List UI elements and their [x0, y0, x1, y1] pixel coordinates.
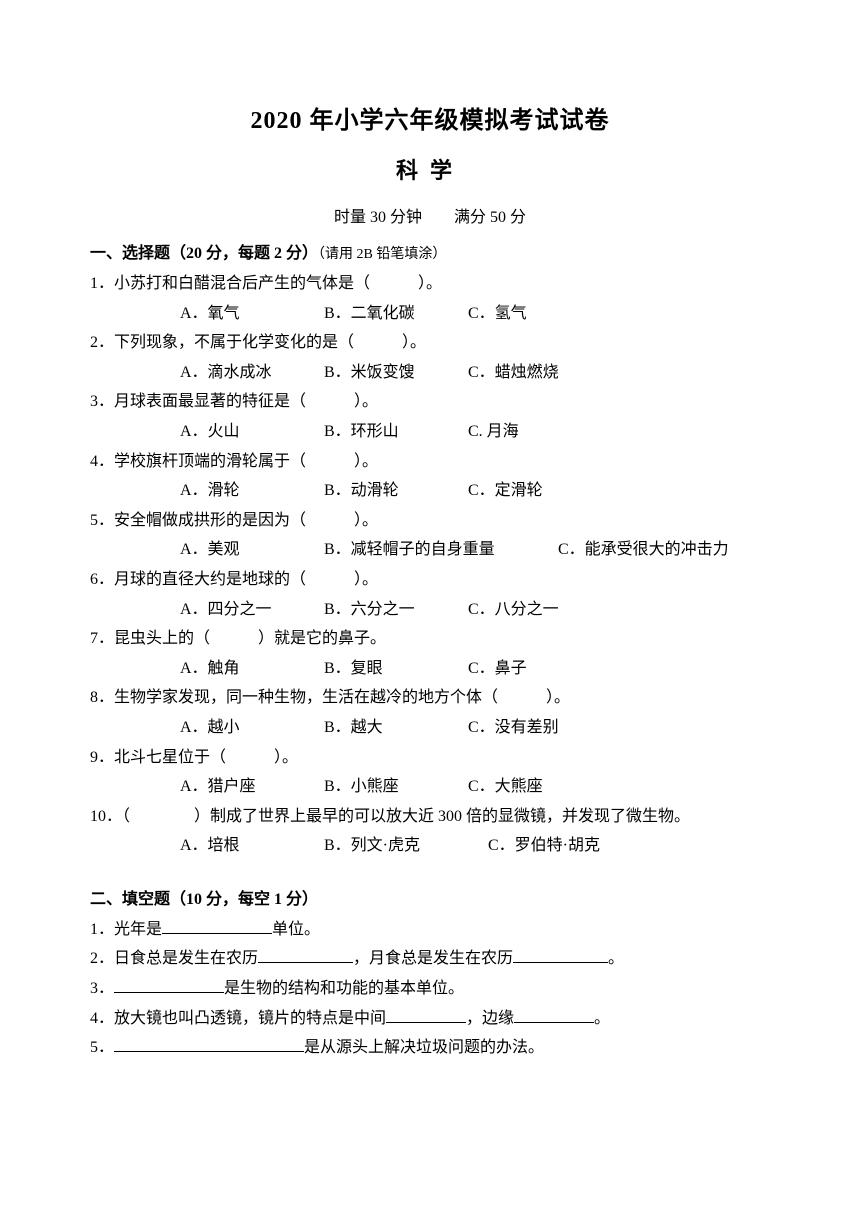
- q2-opt-b[interactable]: B．米饭变馊: [324, 358, 464, 388]
- q10-text: 10．（ ）制成了世界上最早的可以放大近 300 倍的显微镜，并发现了微生物。: [90, 802, 770, 832]
- fill-q5-blank[interactable]: [114, 1035, 304, 1052]
- fill-q3: 3． 是生物的结构和功能的基本单位。: [90, 974, 770, 1004]
- q4-opt-b[interactable]: B．动滑轮: [324, 476, 464, 506]
- fill-q2-post: 。: [608, 950, 624, 967]
- section1-header-hint: （请用 2B 铅笔填涂）: [318, 247, 446, 262]
- q5-text: 5．安全帽做成拱形的是因为（ ）。: [90, 506, 770, 536]
- q6-options: A．四分之一 B．六分之一 C．八分之一: [90, 595, 770, 625]
- section1-header-bold: 一、选择题（20 分，每题 2 分）: [90, 245, 318, 262]
- fill-q1-blank[interactable]: [162, 917, 272, 934]
- q10-opt-b[interactable]: B．列文·虎克: [324, 831, 484, 861]
- section-gap: [90, 861, 770, 879]
- q8-opt-b[interactable]: B．越大: [324, 713, 464, 743]
- q1-opt-a[interactable]: A．氧气: [180, 299, 320, 329]
- fill-q3-pre: 3．: [90, 980, 114, 997]
- section1-header: 一、选择题（20 分，每题 2 分）（请用 2B 铅笔填涂）: [90, 239, 770, 263]
- q7-opt-b[interactable]: B．复眼: [324, 654, 464, 684]
- fill-q1: 1．光年是 单位。: [90, 915, 770, 945]
- fill-q4: 4．放大镜也叫凸透镜，镜片的特点是中间 ，边缘 。: [90, 1004, 770, 1034]
- q3-opt-c[interactable]: C. 月海: [468, 417, 519, 447]
- q5-opt-c[interactable]: C．能承受很大的冲击力: [558, 535, 729, 565]
- fill-q4-blank2[interactable]: [514, 1006, 594, 1023]
- q7-text: 7．昆虫头上的（ ）就是它的鼻子。: [90, 624, 770, 654]
- q9-opt-b[interactable]: B．小熊座: [324, 772, 464, 802]
- q9-opt-a[interactable]: A．猎户座: [180, 772, 320, 802]
- fill-q3-post: 是生物的结构和功能的基本单位。: [224, 980, 464, 997]
- q2-options: A．滴水成冰 B．米饭变馊 C．蜡烛燃烧: [90, 358, 770, 388]
- q2-opt-a[interactable]: A．滴水成冰: [180, 358, 320, 388]
- fill-q4-mid: ，边缘: [466, 1010, 514, 1027]
- q7-opt-a[interactable]: A．触角: [180, 654, 320, 684]
- q6-opt-c[interactable]: C．八分之一: [468, 595, 559, 625]
- q4-opt-a[interactable]: A．滑轮: [180, 476, 320, 506]
- q9-opt-c[interactable]: C．大熊座: [468, 772, 543, 802]
- section2-header-bold: 二、填空题（10 分，每空 1 分）: [90, 891, 318, 908]
- fill-q5: 5． 是从源头上解决垃圾问题的办法。: [90, 1033, 770, 1063]
- q5-opt-a[interactable]: A．美观: [180, 535, 320, 565]
- q4-opt-c[interactable]: C．定滑轮: [468, 476, 543, 506]
- q3-opt-a[interactable]: A．火山: [180, 417, 320, 447]
- q10-opt-a[interactable]: A．培根: [180, 831, 320, 861]
- q8-opt-c[interactable]: C．没有差别: [468, 713, 559, 743]
- fill-q2-pre: 2．日食总是发生在农历: [90, 950, 258, 967]
- q4-text: 4．学校旗杆顶端的滑轮属于（ ）。: [90, 447, 770, 477]
- q1-opt-b[interactable]: B．二氧化碳: [324, 299, 464, 329]
- q8-opt-a[interactable]: A．越小: [180, 713, 320, 743]
- q3-text: 3．月球表面最显著的特征是（ ）。: [90, 387, 770, 417]
- q3-opt-b[interactable]: B．环形山: [324, 417, 464, 447]
- q6-opt-b[interactable]: B．六分之一: [324, 595, 464, 625]
- q5-opt-b[interactable]: B．减轻帽子的自身重量: [324, 535, 554, 565]
- exam-meta: 时量 30 分钟 满分 50 分: [90, 203, 770, 227]
- q5-options: A．美观 B．减轻帽子的自身重量 C．能承受很大的冲击力: [90, 535, 770, 565]
- fill-q4-post: 。: [594, 1010, 610, 1027]
- q8-text: 8．生物学家发现，同一种生物，生活在越冷的地方个体（ ）。: [90, 683, 770, 713]
- q6-opt-a[interactable]: A．四分之一: [180, 595, 320, 625]
- page-title: 2020 年小学六年级模拟考试试卷: [90, 100, 770, 135]
- fill-q1-post: 单位。: [272, 921, 320, 938]
- q8-options: A．越小 B．越大 C．没有差别: [90, 713, 770, 743]
- q10-options: A．培根 B．列文·虎克 C．罗伯特·胡克: [90, 831, 770, 861]
- q1-opt-c[interactable]: C．氢气: [468, 299, 527, 329]
- q6-text: 6．月球的直径大约是地球的（ ）。: [90, 565, 770, 595]
- fill-q4-pre: 4．放大镜也叫凸透镜，镜片的特点是中间: [90, 1010, 386, 1027]
- q2-text: 2．下列现象，不属于化学变化的是（ ）。: [90, 328, 770, 358]
- q4-options: A．滑轮 B．动滑轮 C．定滑轮: [90, 476, 770, 506]
- q3-options: A．火山 B．环形山 C. 月海: [90, 417, 770, 447]
- fill-q5-pre: 5．: [90, 1039, 114, 1056]
- exam-page: 2020 年小学六年级模拟考试试卷 科学 时量 30 分钟 满分 50 分 一、…: [0, 0, 860, 1216]
- q2-opt-c[interactable]: C．蜡烛燃烧: [468, 358, 559, 388]
- q1-options: A．氧气 B．二氧化碳 C．氢气: [90, 299, 770, 329]
- section2-header: 二、填空题（10 分，每空 1 分）: [90, 885, 770, 909]
- fill-q5-post: 是从源头上解决垃圾问题的办法。: [304, 1039, 544, 1056]
- fill-q2: 2．日食总是发生在农历 ，月食总是发生在农历 。: [90, 944, 770, 974]
- page-subject: 科学: [90, 153, 770, 185]
- fill-q2-blank1[interactable]: [258, 946, 353, 963]
- q10-opt-c[interactable]: C．罗伯特·胡克: [488, 831, 600, 861]
- fill-q2-mid: ，月食总是发生在农历: [353, 950, 513, 967]
- q7-opt-c[interactable]: C．鼻子: [468, 654, 527, 684]
- fill-q3-blank[interactable]: [114, 976, 224, 993]
- q9-text: 9．北斗七星位于（ ）。: [90, 743, 770, 773]
- fill-q1-pre: 1．光年是: [90, 921, 162, 938]
- q1-text: 1．小苏打和白醋混合后产生的气体是（ ）。: [90, 269, 770, 299]
- q9-options: A．猎户座 B．小熊座 C．大熊座: [90, 772, 770, 802]
- fill-q2-blank2[interactable]: [513, 946, 608, 963]
- q7-options: A．触角 B．复眼 C．鼻子: [90, 654, 770, 684]
- fill-q4-blank1[interactable]: [386, 1006, 466, 1023]
